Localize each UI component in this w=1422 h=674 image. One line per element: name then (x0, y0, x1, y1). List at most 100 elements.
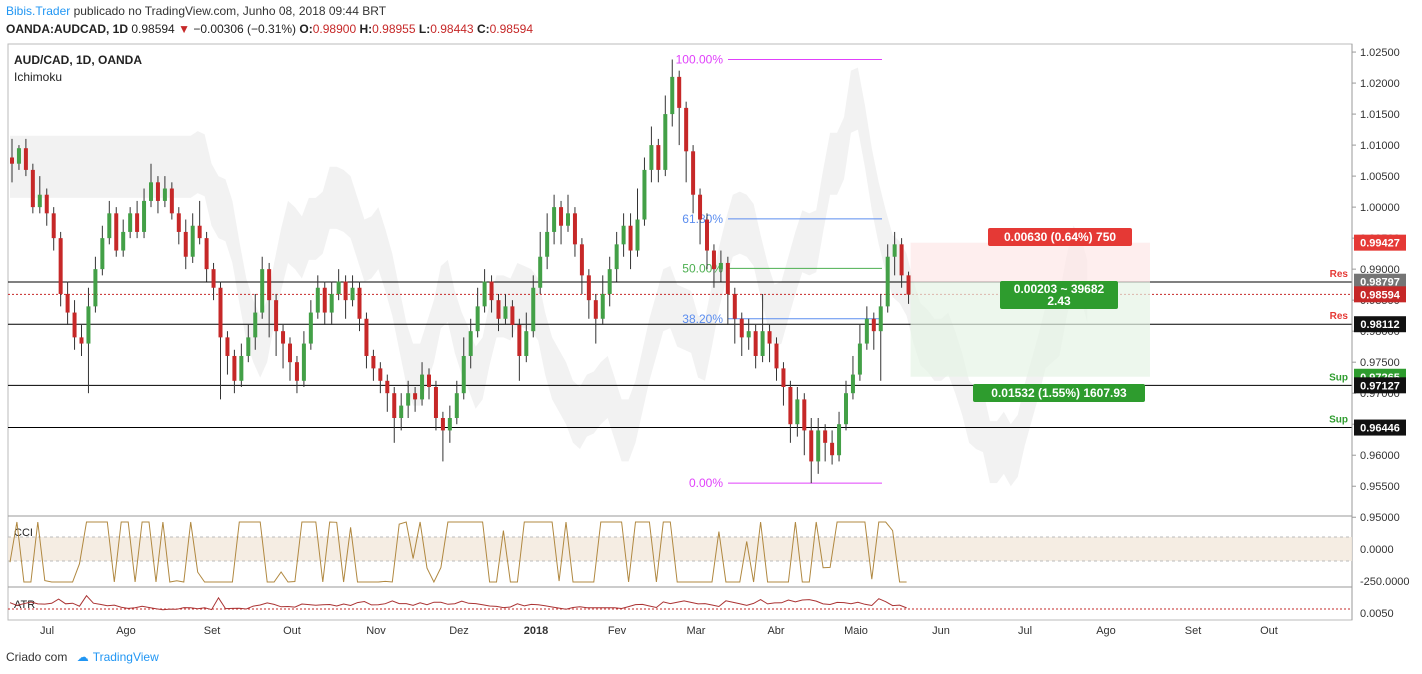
x-tick-label: Ago (1096, 625, 1116, 637)
candle-body (406, 393, 411, 406)
candle-body (614, 244, 619, 270)
candle-body (246, 337, 251, 356)
candle-body (705, 219, 709, 251)
fib-label: 61.80% (682, 212, 723, 226)
price-change: −0.00306 (−0.31%) (193, 22, 297, 36)
candle-body (232, 355, 237, 381)
target-zone (910, 242, 1150, 282)
candle-body (850, 374, 855, 394)
x-tick-label: Fev (608, 625, 627, 637)
price-tick-label: 0.97500 (1360, 357, 1400, 369)
candle-body (364, 318, 369, 356)
sr-label: Sup (1329, 372, 1348, 383)
candle-body (86, 306, 91, 344)
candle-body (906, 275, 911, 295)
x-tick-label: Dez (449, 625, 469, 637)
close-value: 0.98594 (489, 22, 534, 36)
candle-body (16, 148, 21, 164)
candle-body (878, 306, 883, 332)
candle-body (739, 318, 744, 338)
candle-body (774, 343, 779, 369)
price-tag (1354, 273, 1406, 290)
candle-body (524, 331, 529, 356)
price-tick-label: 1.01500 (1360, 109, 1400, 121)
cci-axis-label: 0.0000 (1360, 544, 1394, 556)
candle-body (607, 269, 612, 294)
candle-body (162, 188, 167, 201)
price-tag-label: 0.97127 (1360, 380, 1400, 392)
x-tick-label: Maio (844, 625, 868, 637)
candle-body (788, 386, 793, 425)
candle-body (871, 318, 876, 332)
candle-body (899, 244, 904, 276)
candle-body (121, 231, 126, 251)
candle-body (718, 262, 723, 270)
sr-label: Res (1330, 311, 1349, 322)
candle-body (197, 225, 202, 239)
tradingview-logo-icon[interactable]: ☁ (76, 650, 89, 664)
author-link[interactable]: Bibis.Trader (6, 4, 71, 18)
indicator-name: Ichimoku (14, 70, 62, 84)
ichimoku-cloud (10, 67, 1088, 487)
ratio-text: 2.43 (1047, 294, 1071, 308)
candle-body (593, 300, 598, 319)
stop-box (973, 384, 1145, 402)
candle-body (767, 331, 772, 344)
last-price: 0.98594 (131, 22, 175, 36)
candle-body (844, 393, 848, 425)
symbol-label[interactable]: OANDA:AUDCAD, 1D (6, 22, 128, 36)
candle-body (10, 157, 14, 164)
candle-body (489, 281, 494, 301)
candle-body (857, 343, 862, 375)
candle-body (628, 225, 633, 251)
candle-body (225, 337, 230, 356)
candle-body (517, 324, 522, 356)
candle-body (663, 114, 668, 170)
price-tick-label: 0.95000 (1360, 512, 1400, 524)
candle-body (809, 430, 814, 462)
candle-body (267, 269, 272, 301)
x-tick-label: Mar (687, 625, 706, 637)
candle-body (58, 238, 63, 294)
candle-body (399, 405, 404, 419)
cci-axis-label: -250.0000 (1360, 576, 1410, 588)
x-tick-label: Abr (767, 625, 784, 637)
x-tick-label: Out (283, 625, 301, 637)
fib-label: 100.00% (676, 53, 724, 67)
candle-body (322, 287, 327, 313)
candle-body (114, 213, 119, 251)
candle-body (725, 262, 730, 294)
candle-body (204, 238, 209, 270)
candle-body (155, 182, 160, 201)
candle-body (572, 213, 577, 245)
x-tick-label: Set (204, 625, 221, 637)
candle-body (44, 194, 49, 214)
candle-body (260, 269, 265, 313)
candle-body (218, 287, 223, 338)
high-label: H: (359, 22, 373, 36)
candle-body (698, 194, 703, 220)
candle-body (579, 244, 584, 276)
candle-body (816, 430, 821, 462)
tradingview-brand[interactable]: TradingView (92, 650, 159, 664)
candle-body (357, 287, 362, 319)
down-arrow-icon: ▼ (178, 22, 190, 36)
x-tick-label: Set (1185, 625, 1202, 637)
cci-band (8, 537, 1352, 561)
x-tick-label: Ago (116, 625, 136, 637)
candle-body (781, 368, 786, 387)
price-tag (1354, 419, 1406, 436)
publish-header: Bibis.Trader publicado no TradingView.co… (6, 4, 386, 18)
candle-body (294, 362, 299, 381)
candle-body (420, 374, 425, 400)
candle-body (149, 182, 153, 201)
price-tick-label: 1.02000 (1360, 78, 1400, 90)
atr-line (9, 594, 907, 611)
candle-body (301, 343, 306, 381)
candle-body (93, 269, 98, 307)
sr-label: Sup (1329, 415, 1348, 426)
candle-body (552, 207, 557, 232)
candle-body (350, 287, 355, 301)
price-tag-label: 0.96446 (1360, 423, 1400, 435)
